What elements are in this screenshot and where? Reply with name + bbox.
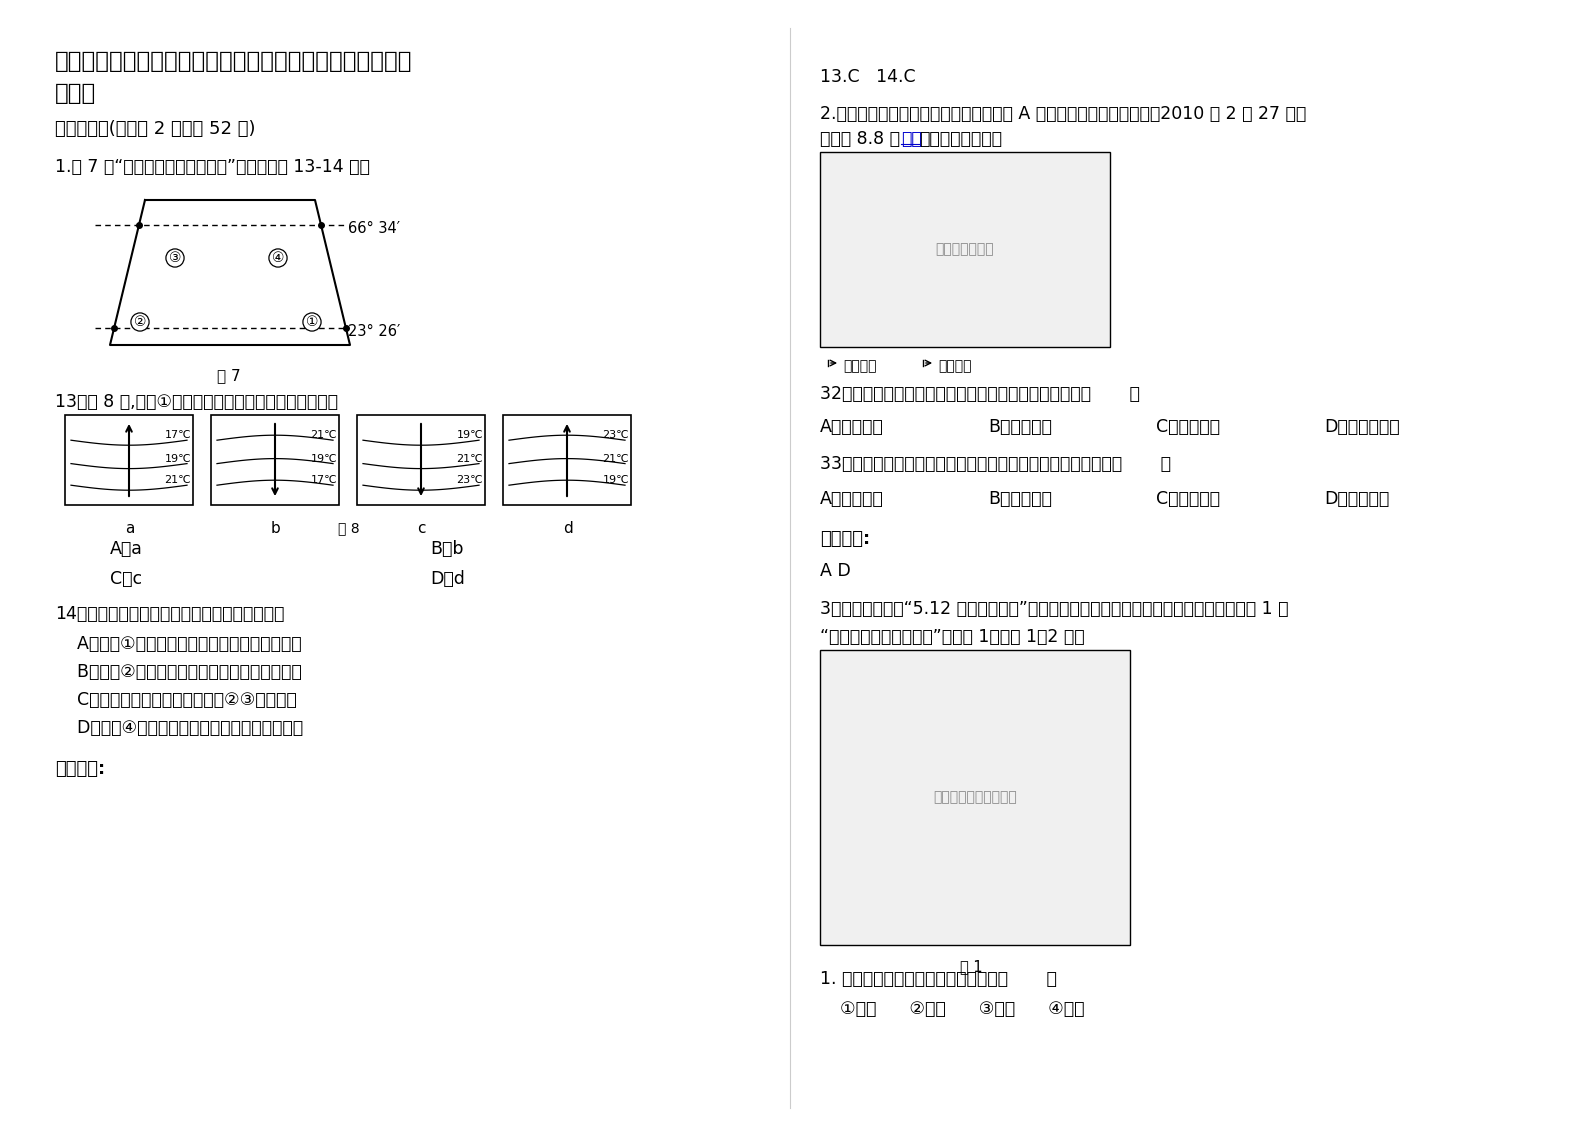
Text: 参考答案:: 参考答案: — [820, 530, 870, 548]
Text: ②: ② — [133, 315, 146, 329]
Text: A D: A D — [820, 562, 851, 580]
Text: 66° 34′: 66° 34′ — [348, 221, 400, 236]
Text: ，读图完成问题。: ，读图完成问题。 — [919, 130, 1001, 148]
Text: 21℃: 21℃ — [603, 453, 628, 463]
Bar — [357, 415, 486, 505]
Text: 1. 北川新县城选址考虑的主要因素有（       ）: 1. 北川新县城选址考虑的主要因素有（ ） — [820, 971, 1057, 988]
Text: 一、选择题(每小题 2 分，共 52 分): 一、选择题(每小题 2 分，共 52 分) — [56, 120, 256, 138]
Text: 23℃: 23℃ — [457, 476, 482, 485]
Text: ①地质      ②地形      ③水源      ④交通: ①地质 ②地形 ③水源 ④交通 — [840, 1000, 1084, 1018]
Text: 23℃: 23℃ — [603, 430, 628, 440]
Text: 19℃: 19℃ — [457, 430, 482, 440]
Text: 北川新县城规划示意图: 北川新县城规划示意图 — [933, 791, 1017, 804]
Text: A．美洲板块: A．美洲板块 — [820, 419, 884, 436]
Text: A．气象灾害: A．气象灾害 — [820, 490, 884, 508]
Bar — [503, 415, 632, 505]
Text: 参考答案:: 参考答案: — [56, 760, 105, 778]
Text: B．非洲板块: B．非洲板块 — [989, 419, 1052, 436]
Text: 21℃: 21℃ — [311, 430, 336, 440]
Text: B．b: B．b — [430, 540, 463, 558]
Text: C．世界性大渔场最有可能位于②③海域之间: C．世界性大渔场最有可能位于②③海域之间 — [56, 691, 297, 709]
Text: 消亡边界: 消亡边界 — [938, 359, 971, 373]
Text: 河南省商丘市夏邑县第一高级中学高二地理下学期期末试卷: 河南省商丘市夏邑县第一高级中学高二地理下学期期末试卷 — [56, 50, 413, 73]
Text: 13．图 8 中,表示①处洋流流向及其附近海域等温线的是: 13．图 8 中,表示①处洋流流向及其附近海域等温线的是 — [56, 393, 338, 411]
Bar — [820, 151, 1109, 347]
Text: C．亚欧板块: C．亚欧板块 — [1155, 419, 1220, 436]
Text: ①: ① — [306, 315, 319, 329]
Text: B．生物灾害: B．生物灾害 — [989, 490, 1052, 508]
Text: 14．关于洋流对地理环境的影响，说法正确的是: 14．关于洋流对地理环境的影响，说法正确的是 — [56, 605, 284, 623]
Bar — [65, 415, 194, 505]
Bar — [820, 650, 1130, 945]
Text: 19℃: 19℃ — [603, 476, 628, 485]
Text: 3．北川新县城是“5.12 汶川特大地震”灾后重建项目中惟一一个整体异地重建的县城。图 1 是: 3．北川新县城是“5.12 汶川特大地震”灾后重建项目中惟一一个整体异地重建的县… — [820, 600, 1289, 618]
Text: D．印度洋板块: D．印度洋板块 — [1324, 419, 1400, 436]
Text: 生长边界: 生长边界 — [843, 359, 876, 373]
Text: b: b — [271, 521, 281, 536]
Text: C．海洋灾害: C．海洋灾害 — [1155, 490, 1220, 508]
Text: 19℃: 19℃ — [311, 453, 336, 463]
Text: A．洋流①利于污染物向北扩散，加快净化速度: A．洋流①利于污染物向北扩散，加快净化速度 — [56, 635, 302, 653]
Text: c: c — [417, 521, 425, 536]
Text: ③: ③ — [168, 251, 181, 265]
Text: a: a — [125, 521, 135, 536]
Text: ④: ④ — [271, 251, 284, 265]
Text: D．d: D．d — [430, 570, 465, 588]
Text: “北川新县城规划示意图”，读图 1，回答 1～2 题。: “北川新县城规划示意图”，读图 1，回答 1～2 题。 — [820, 628, 1084, 646]
Text: 图 7: 图 7 — [217, 368, 241, 383]
Text: A．a: A．a — [110, 540, 143, 558]
Text: 17℃: 17℃ — [311, 476, 336, 485]
Text: D．地质灾害: D．地质灾害 — [1324, 490, 1389, 508]
Text: d: d — [563, 521, 573, 536]
Text: 图 8: 图 8 — [338, 521, 360, 535]
Text: 2.该图为局部板块构造示意图，图中城市 A 为智利南部康塞普西翁市，2010 年 2 月 27 日发: 2.该图为局部板块构造示意图，图中城市 A 为智利南部康塞普西翁市，2010 年… — [820, 105, 1306, 123]
Text: C．c: C．c — [110, 570, 143, 588]
Text: 图 1: 图 1 — [960, 959, 982, 974]
Text: 32．这次地震是南极洲板块与下列哪个板块碰撞形成的（       ）: 32．这次地震是南极洲板块与下列哪个板块碰撞形成的（ ） — [820, 385, 1139, 403]
Text: 19℃: 19℃ — [165, 453, 190, 463]
Text: 13.C   14.C: 13.C 14.C — [820, 68, 916, 86]
Text: 21℃: 21℃ — [165, 476, 190, 485]
Text: 地震: 地震 — [901, 130, 922, 148]
Text: B．洋流②延长了上海至旧金山的船只航行时间: B．洋流②延长了上海至旧金山的船只航行时间 — [56, 663, 302, 681]
Text: 板块构造示意图: 板块构造示意图 — [936, 242, 995, 257]
Text: 生里氏 8.8 级: 生里氏 8.8 级 — [820, 130, 900, 148]
Text: 含解析: 含解析 — [56, 82, 97, 105]
Text: 21℃: 21℃ — [457, 453, 482, 463]
Bar — [211, 415, 340, 505]
Text: 1.图 7 为“太平洋部分海域示意图”，读图完成 13-14 题。: 1.图 7 为“太平洋部分海域示意图”，读图完成 13-14 题。 — [56, 158, 370, 176]
Text: 17℃: 17℃ — [165, 430, 190, 440]
Text: 23° 26′: 23° 26′ — [348, 324, 400, 339]
Text: 33．按自然灾害的成因与发展过程进行分类，这次地震应属于（       ）: 33．按自然灾害的成因与发展过程进行分类，这次地震应属于（ ） — [820, 456, 1171, 473]
Text: D．洋流④对欧洲西部气候的降温减湿作用明显: D．洋流④对欧洲西部气候的降温减湿作用明显 — [56, 719, 303, 737]
